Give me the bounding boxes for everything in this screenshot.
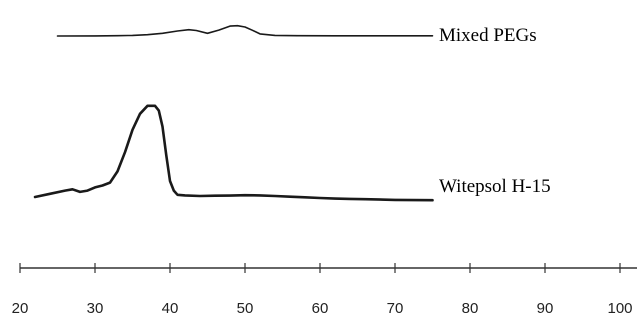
x-tick-label-50: 50 — [237, 300, 254, 317]
series-line-witepsol-h15 — [33, 104, 434, 202]
series-label-mixed-pegs: Mixed PEGs — [439, 25, 537, 46]
x-tick-label-80: 80 — [462, 300, 479, 317]
series-layer — [33, 24, 434, 202]
x-tick-label-20: 20 — [12, 300, 29, 317]
series-line-mixed-pegs — [56, 24, 434, 37]
x-tick-label-70: 70 — [387, 300, 404, 317]
x-tick-label-30: 30 — [87, 300, 104, 317]
series-label-witepsol-h15: Witepsol H-15 — [439, 176, 551, 197]
x-axis-ticks: 20 30 40 50 60 70 80 90 100 — [12, 263, 633, 317]
x-tick-label-90: 90 — [537, 300, 554, 317]
x-tick-label-100: 100 — [607, 300, 632, 317]
x-tick-label-40: 40 — [162, 300, 179, 317]
x-tick-label-60: 60 — [312, 300, 329, 317]
